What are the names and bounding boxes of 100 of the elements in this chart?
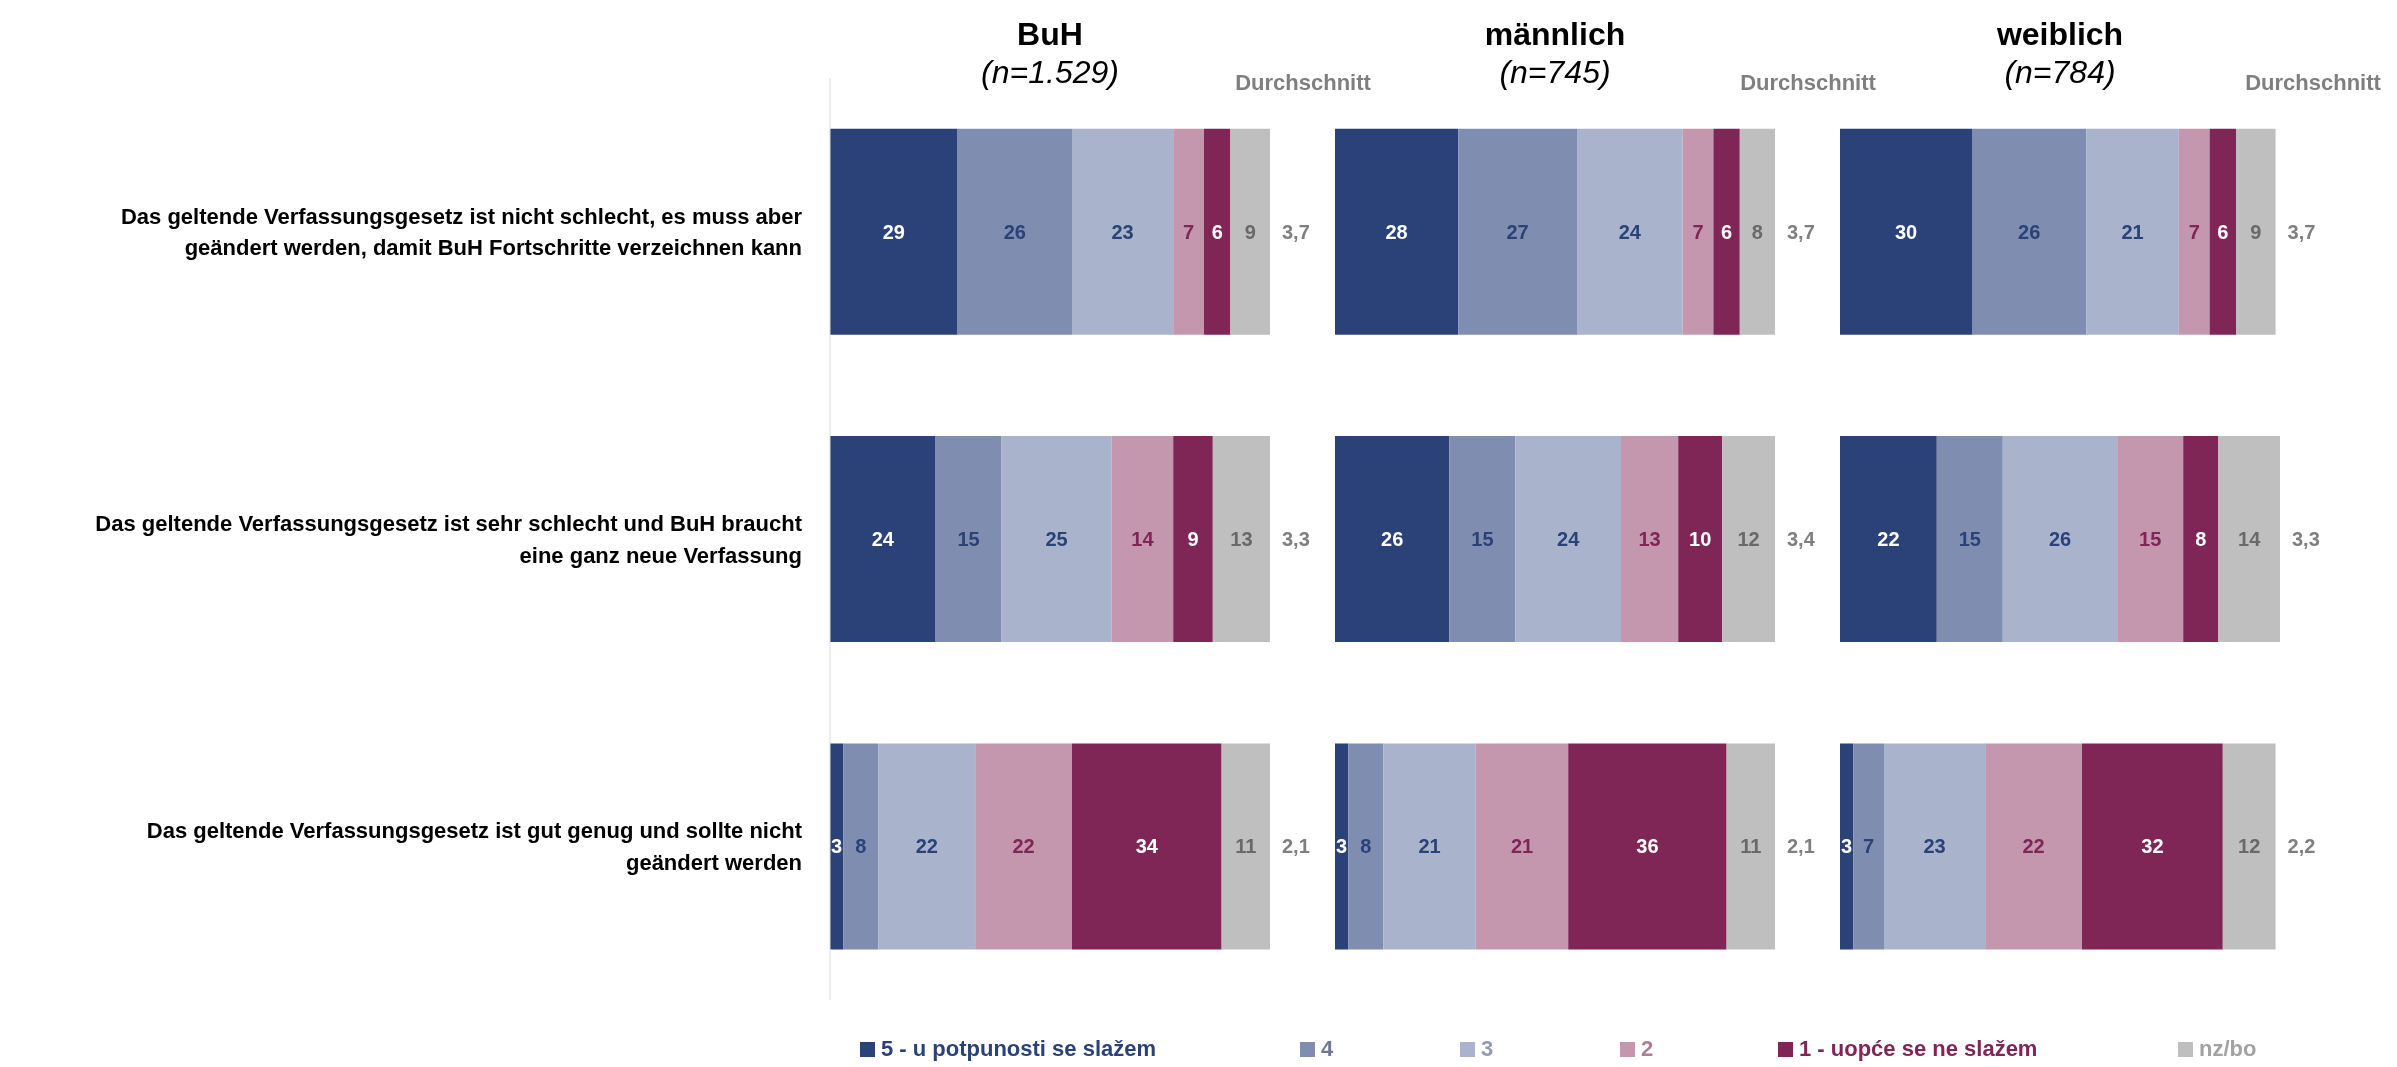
chart-title: männlich [1483, 16, 1627, 53]
bar [975, 743, 1072, 950]
bar [1840, 436, 1937, 643]
annotation: Durchschnitt [1234, 70, 1372, 96]
data-label: 8 [1751, 220, 1763, 243]
y-tick-label: Das geltende Verfassungsgesetz ist sehr schlecht und BuH braucht eine ganz neue Verfassung [95, 510, 803, 568]
text: 3,3 [2292, 528, 2320, 551]
text: 3,7 [1787, 220, 1815, 243]
bar [1173, 128, 1204, 335]
bar [1204, 128, 1231, 335]
data-label: 15 [2139, 528, 2162, 551]
data-label: 9 [1244, 220, 1256, 243]
bar [1383, 743, 1476, 950]
data-label: 8 [2195, 528, 2207, 551]
data-label: 32 [2141, 835, 2164, 858]
bar [2117, 436, 2184, 643]
data-label: 14 [2238, 528, 2262, 551]
data-label: 13 [1638, 528, 1661, 551]
data-label: 23 [1111, 220, 1134, 243]
data-label: 3 [1336, 835, 1348, 858]
bar [2222, 743, 2276, 950]
bar [1621, 436, 1679, 643]
data-label: 22 [2022, 835, 2045, 858]
bar [2236, 128, 2276, 335]
bar [1072, 128, 1174, 335]
bar [830, 128, 958, 335]
data-label: 12 [2238, 835, 2261, 858]
data-label: 8 [855, 835, 867, 858]
bar [878, 743, 976, 950]
data-label: 9 [2250, 220, 2262, 243]
bar [1853, 743, 1884, 950]
text: 2,2 [2287, 835, 2316, 858]
data-label: 26 [2018, 220, 2041, 243]
data-label: 24 [871, 528, 895, 551]
bar [830, 436, 936, 643]
data-label: 7 [1692, 220, 1704, 243]
bar [2209, 128, 2236, 335]
bar [1722, 436, 1775, 643]
data-label: 23 [1923, 835, 1946, 858]
data-label: 6 [2217, 220, 2229, 243]
bar [1884, 743, 1986, 950]
legend-label: 4 [1321, 1036, 1334, 1062]
chart-subtitle: (n=745) [1499, 54, 1611, 90]
data-label: 7 [1183, 220, 1195, 243]
bar [1739, 128, 1775, 335]
bar [1335, 743, 1349, 950]
data-label: 24 [1618, 220, 1642, 243]
bar [1449, 436, 1516, 643]
data-label: 34 [1135, 835, 1159, 858]
text: 2,1 [1787, 835, 1815, 858]
legend-label: 3 [1481, 1036, 1494, 1062]
data-label: 15 [1958, 528, 1981, 551]
bar [1840, 743, 1854, 950]
bar [1985, 743, 2082, 950]
chart-title: weiblich [1995, 16, 2125, 53]
bar [1475, 743, 1569, 950]
data-label: 26 [2048, 528, 2072, 551]
legend-label: 1 - uopće se ne slažem [1799, 1036, 2038, 1062]
y-tick-label: Das geltende Verfassungsgesetz ist nicht schlecht, es muss aber geändert werden, damit BuH Fortschritte verzeichnen kann [120, 203, 803, 261]
bar [1173, 436, 1213, 643]
chart-subtitle: (n=784) [2004, 54, 2116, 90]
text: 3,3 [1282, 528, 1310, 551]
bar [1568, 743, 1727, 950]
data-label: 11 [1740, 835, 1762, 858]
bar [1713, 128, 1740, 335]
legend-label: 2 [1641, 1036, 1654, 1062]
bar [2086, 128, 2179, 335]
data-label: 3 [1841, 835, 1853, 858]
bar [1212, 436, 1270, 643]
bar [1230, 128, 1270, 335]
data-label: 6 [1721, 220, 1733, 243]
bar [1577, 128, 1683, 335]
data-label: 7 [2188, 220, 2200, 243]
bar [1221, 743, 1270, 950]
data-label: 9 [1187, 528, 1199, 551]
data-label: 21 [1510, 835, 1534, 858]
data-label: 22 [1877, 528, 1900, 551]
bar [1001, 436, 1112, 643]
data-label: 6 [1211, 220, 1223, 243]
data-label: 36 [1636, 835, 1659, 858]
data-label: 22 [1012, 835, 1035, 858]
data-label: 8 [1360, 835, 1372, 858]
text: 3,7 [1282, 220, 1310, 243]
bar [1682, 128, 1714, 335]
bar [1678, 436, 1723, 643]
bar [2178, 128, 2210, 335]
bar [1840, 128, 1972, 335]
data-label: 11 [1235, 835, 1257, 858]
data-label: 25 [1045, 528, 1068, 551]
text: 3,4 [1787, 528, 1816, 551]
bar [957, 128, 1072, 335]
data-label: 10 [1689, 528, 1712, 551]
bar [1972, 128, 2087, 335]
bar [1335, 436, 1450, 643]
data-label: 22 [915, 835, 938, 858]
data-label: 27 [1506, 220, 1529, 243]
bar [1936, 436, 2003, 643]
y-tick-label: Das geltende Verfassungsgesetz ist gut genug und sollte nicht geändert werden [146, 818, 803, 876]
legend-label: 5 - u potpunosti se slažem [881, 1036, 1157, 1062]
data-label: 7 [1863, 835, 1875, 858]
